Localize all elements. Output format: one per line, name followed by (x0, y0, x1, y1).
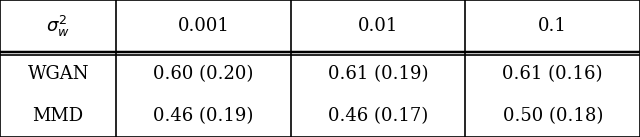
Text: MMD: MMD (33, 107, 84, 125)
Text: $\sigma_w^2$: $\sigma_w^2$ (46, 13, 70, 39)
Text: 0.1: 0.1 (538, 17, 567, 35)
Text: 0.61 (0.19): 0.61 (0.19) (328, 65, 428, 83)
Text: 0.61 (0.16): 0.61 (0.16) (502, 65, 603, 83)
Text: 0.001: 0.001 (178, 17, 230, 35)
Text: 0.46 (0.19): 0.46 (0.19) (154, 107, 254, 125)
Text: WGAN: WGAN (28, 65, 89, 83)
Text: 0.60 (0.20): 0.60 (0.20) (154, 65, 254, 83)
Text: 0.50 (0.18): 0.50 (0.18) (502, 107, 603, 125)
Text: 0.46 (0.17): 0.46 (0.17) (328, 107, 428, 125)
Text: 0.01: 0.01 (358, 17, 398, 35)
